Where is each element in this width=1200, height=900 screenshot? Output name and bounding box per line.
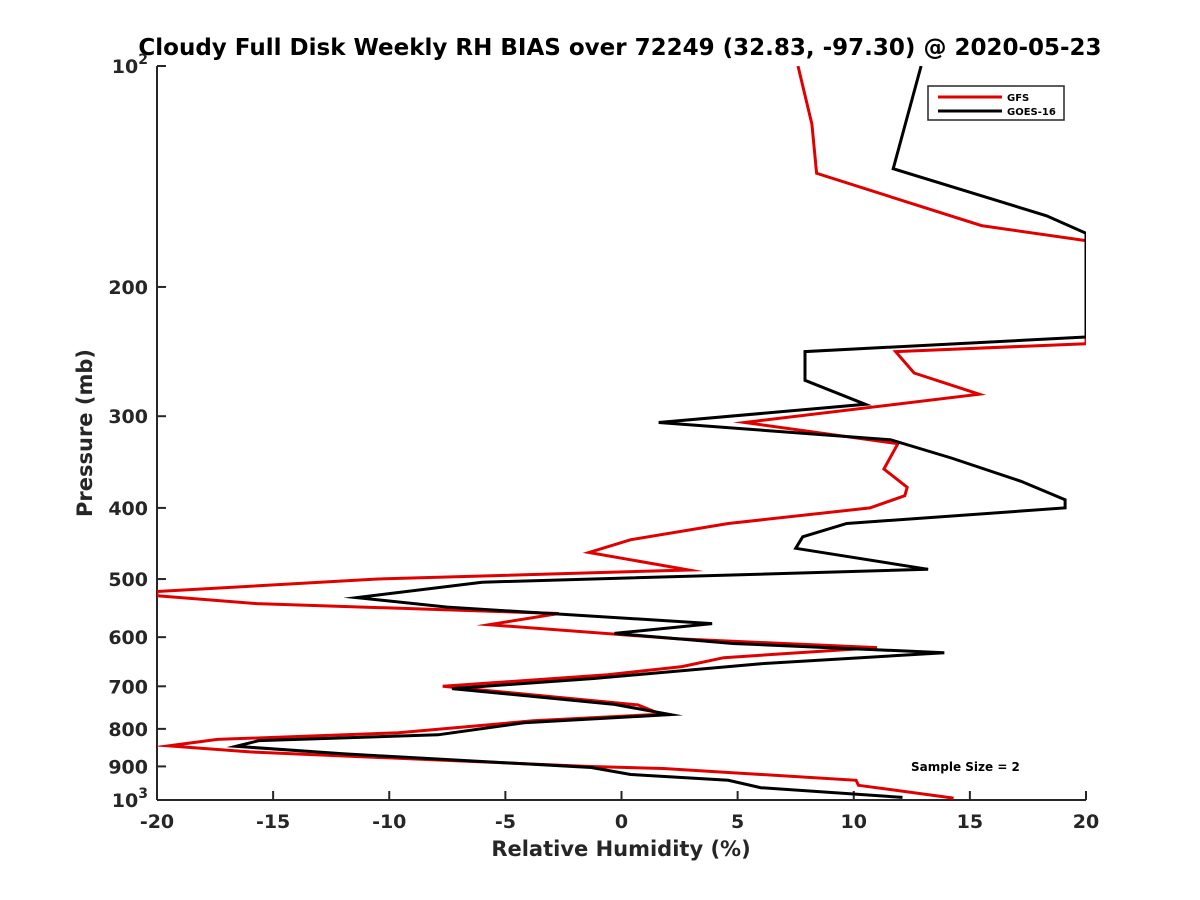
y-tick-label: 102: [112, 52, 148, 78]
series-line-gfs: [157, 66, 1086, 800]
legend: GFS GOES-16: [927, 85, 1065, 121]
y-tick-label: 800: [108, 719, 148, 741]
y-tick-label: 500: [108, 569, 148, 591]
x-tick-label: -10: [372, 811, 406, 833]
y-tick-label: 900: [108, 756, 148, 778]
x-tick-label: 15: [957, 811, 983, 833]
chart-title: Cloudy Full Disk Weekly RH BIAS over 722…: [138, 35, 1101, 61]
plot-frame: [157, 66, 1086, 800]
x-axis-ticks: -20 -15 -10 -5 0 5 10 15 20: [140, 791, 1099, 833]
x-tick-label: -15: [256, 811, 290, 833]
series-layer: [157, 66, 1086, 800]
sample-size-annotation: Sample Size = 2: [911, 760, 1020, 774]
x-tick-label: -5: [495, 811, 516, 833]
x-tick-label: 20: [1073, 811, 1099, 833]
y-tick-label: 400: [108, 498, 148, 520]
y-tick-label: 103: [112, 786, 148, 812]
y-tick-label: 300: [108, 406, 148, 428]
x-axis-label: Relative Humidity (%): [491, 837, 750, 861]
x-tick-label: -20: [140, 811, 174, 833]
legend-box: [927, 85, 1065, 121]
legend-label-goes16: GOES-16: [1007, 107, 1056, 118]
plot-area: [156, 66, 1086, 801]
legend-label-gfs: GFS: [1007, 93, 1029, 104]
y-axis-ticks: 102 200 300 400 500 600 700 800 900 103: [108, 52, 166, 812]
x-tick-label: 0: [615, 811, 628, 833]
series-line-goes16: [226, 66, 1086, 799]
x-tick-label: 10: [841, 811, 867, 833]
y-tick-label: 200: [108, 277, 148, 299]
y-axis-label: Pressure (mb): [73, 349, 97, 517]
y-tick-label: 700: [108, 676, 148, 698]
x-tick-label: 5: [731, 811, 744, 833]
y-tick-label: 600: [108, 627, 148, 649]
